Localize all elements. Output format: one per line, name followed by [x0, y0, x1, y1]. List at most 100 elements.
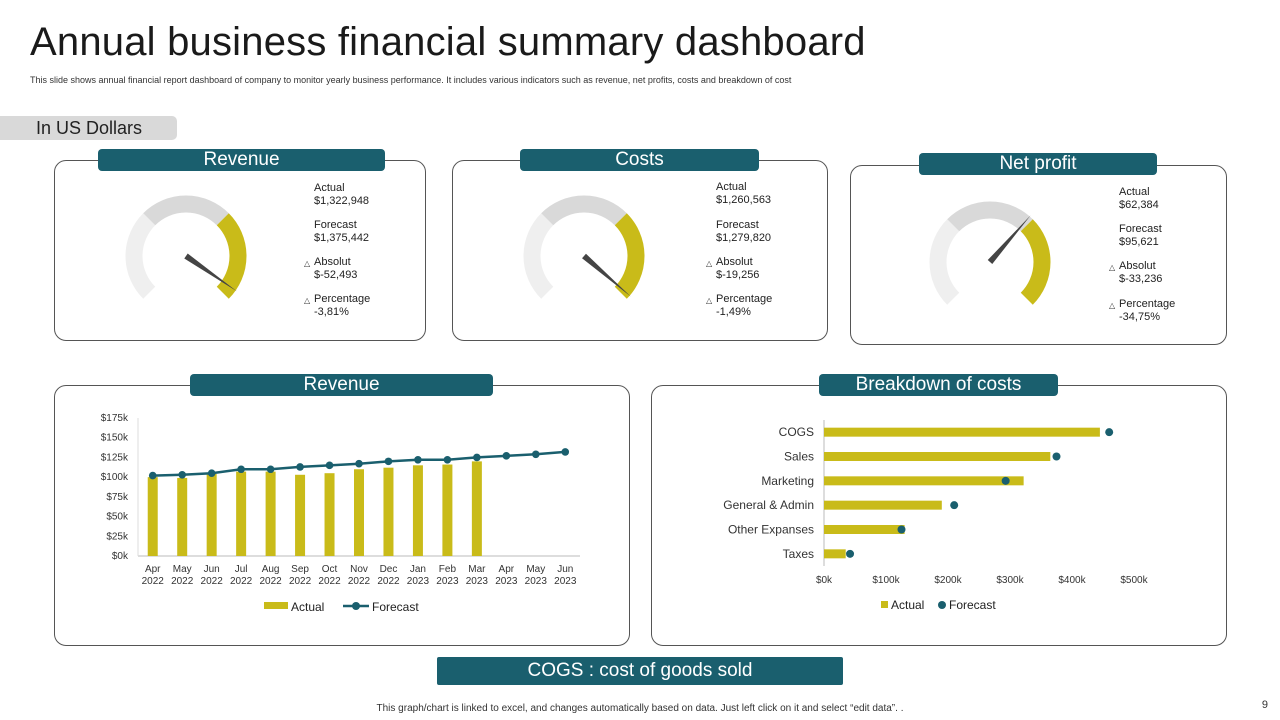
kpi-revenue-actual-label: Actual [314, 182, 345, 194]
x-tick-label: 2022 [259, 576, 282, 587]
x-tick-label: 2022 [377, 576, 400, 587]
x-tick-label: Jan [410, 564, 426, 575]
x-tick-label: $500k [1120, 575, 1148, 586]
kpi-costs-actual-label: Actual [716, 181, 747, 193]
forecast-point [266, 465, 275, 474]
kpi-revenue-forecast-value: $1,375,442 [314, 232, 370, 244]
kpi-revenue-percentage-value: -3,81% [314, 306, 349, 318]
category-label: General & Admin [723, 498, 814, 512]
x-tick-label: 2022 [171, 576, 194, 587]
kpi-net-profit-absolut-value: $-33,236 [1119, 273, 1163, 285]
x-tick-label: May [173, 564, 192, 575]
x-tick-label: 2022 [318, 576, 341, 587]
kpi-label-costs: Costs [520, 149, 759, 171]
kpi-costs-forecast: Forecast $1,279,820 [716, 219, 771, 245]
gauge-value-arc [216, 213, 247, 299]
gauge-net-profit [929, 201, 1051, 305]
kpi-net-profit-absolut-label: Absolut [1119, 260, 1156, 272]
bar-actual [295, 474, 306, 556]
delta-icon: △ [1109, 263, 1116, 272]
kpi-label-revenue: Revenue [98, 149, 385, 171]
gauge-value-arc [614, 213, 645, 299]
forecast-point [414, 455, 422, 464]
forecast-point [296, 463, 304, 471]
kpi-revenue-absolut-value: $-52,493 [314, 269, 358, 281]
x-tick-label: $100k [872, 575, 900, 586]
gauge-track-mid [541, 195, 627, 226]
revenue-chart: $0k$25k$50k$75k$100k$125k$150k$175kApr20… [101, 413, 580, 614]
bar-actual [824, 549, 846, 559]
kpi-costs-actual-value: $1,260,563 [716, 194, 772, 206]
y-tick-label: $125k [101, 452, 129, 463]
x-tick-label: 2023 [436, 576, 459, 587]
x-tick-label: Nov [350, 564, 368, 575]
bar-actual [177, 477, 188, 556]
forecast-point [355, 459, 363, 468]
bar-actual [824, 525, 905, 534]
legend-actual-label: Actual [891, 598, 924, 612]
kpi-revenue-percentage: △ Percentage -3,81% [304, 293, 371, 319]
forecast-dot [846, 549, 855, 558]
y-tick-label: $25k [106, 531, 129, 542]
forecast-dot [897, 525, 906, 534]
category-label: COGS [779, 425, 814, 439]
delta-icon: △ [706, 259, 713, 268]
x-tick-label: 2023 [466, 576, 489, 587]
legend-actual-swatch [881, 601, 888, 608]
kpi-revenue-percentage-label: Percentage [314, 293, 371, 305]
category-label: Taxes [783, 547, 814, 561]
cogs-note: COGS : cost of goods sold [437, 657, 843, 685]
forecast-point [473, 453, 481, 462]
kpi-net-profit-percentage-value: -34,75% [1119, 311, 1160, 323]
x-tick-label: $200k [934, 575, 962, 586]
forecast-point [178, 470, 186, 479]
bar-actual [824, 476, 1024, 486]
delta-icon: △ [304, 296, 311, 305]
gauge-needle [582, 253, 631, 297]
gauge-value-arc [1020, 219, 1051, 305]
kpi-label-net-profit: Net profit [919, 153, 1157, 175]
x-tick-label: Apr [145, 564, 161, 575]
x-tick-label: 2022 [201, 576, 224, 587]
delta-icon: △ [304, 259, 311, 268]
forecast-point [443, 455, 452, 464]
bar-actual [824, 427, 1100, 437]
kpi-net-profit-actual-label: Actual [1119, 186, 1150, 198]
x-tick-label: 2022 [230, 576, 253, 587]
x-tick-label: Feb [439, 564, 457, 575]
gauge-track-mid [143, 195, 229, 226]
forecast-point [325, 461, 334, 470]
kpi-revenue-actual-value: $1,322,948 [314, 195, 370, 207]
kpi-net-profit-forecast-value: $95,621 [1119, 236, 1159, 248]
kpi-costs-percentage-label: Percentage [716, 293, 773, 305]
delta-icon: △ [706, 296, 713, 305]
footnote: This graph/chart is linked to excel, and… [376, 703, 904, 714]
kpi-revenue-absolut: △ Absolut $-52,493 [304, 256, 358, 282]
forecast-point [207, 469, 216, 477]
legend-forecast-label: Forecast [949, 598, 996, 612]
revenue-chart-label: Revenue [190, 374, 493, 396]
kpi-net-profit-actual: Actual $62,384 [1119, 186, 1159, 212]
x-tick-label: Jun [204, 564, 220, 575]
y-tick-label: $75k [106, 492, 129, 503]
x-tick-label: Oct [322, 564, 338, 575]
kpi-revenue-actual: Actual $1,322,948 [314, 182, 369, 208]
kpi-costs-absolut-value: $-19,256 [716, 269, 760, 281]
bar-actual [236, 471, 247, 556]
gauge-track-low [929, 219, 960, 305]
x-tick-label: Apr [499, 564, 515, 575]
forecast-dot [1105, 428, 1114, 437]
kpi-costs-forecast-value: $1,279,820 [716, 232, 772, 244]
x-tick-label: 2023 [525, 576, 548, 587]
x-tick-label: 2023 [407, 576, 430, 587]
x-tick-label: Jul [235, 564, 248, 575]
legend-forecast-marker [352, 602, 360, 610]
bar-actual [824, 452, 1051, 461]
x-tick-label: Aug [262, 564, 280, 575]
x-tick-label: 2022 [348, 576, 371, 587]
y-tick-label: $100k [101, 472, 129, 483]
kpi-costs-forecast-label: Forecast [716, 219, 759, 231]
x-tick-label: 2022 [142, 576, 165, 587]
category-label: Other Expanses [728, 523, 814, 537]
forecast-dot [1001, 476, 1010, 485]
